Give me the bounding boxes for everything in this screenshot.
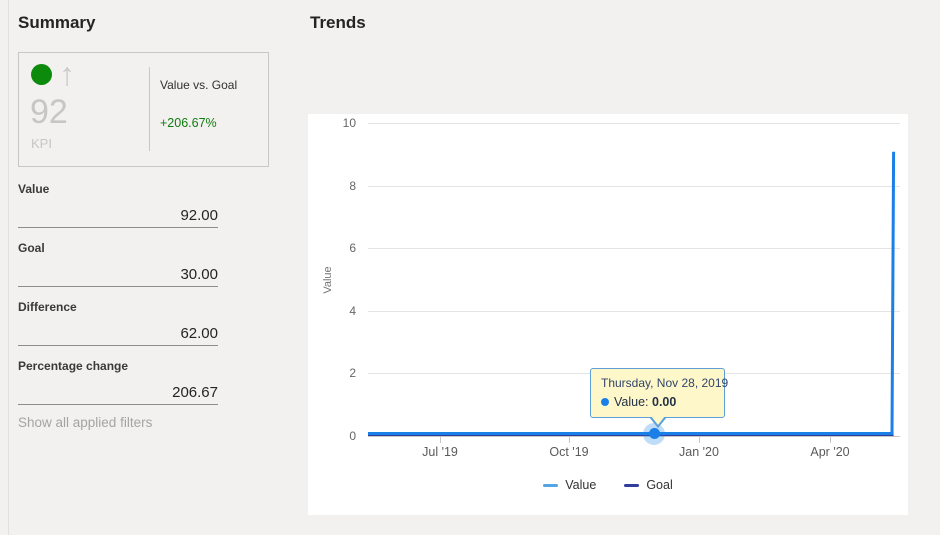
x-tick-label: Jan '20 — [679, 445, 719, 459]
legend-swatch-goal — [624, 483, 640, 487]
trends-title: Trends — [310, 13, 366, 32]
x-axis-line — [368, 436, 900, 437]
kpi-label: KPI — [31, 136, 52, 151]
field-label: Goal — [18, 241, 45, 255]
field-label: Value — [18, 182, 50, 196]
x-axis-tick — [440, 437, 441, 443]
tooltip-date: Thursday, Nov 28, 2019 — [601, 376, 729, 390]
field-label: Percentage change — [18, 359, 129, 373]
legend-item-goal[interactable]: Goal — [624, 478, 673, 492]
x-tick-label: Oct '19 — [549, 445, 589, 459]
field-goal: Goal 30.00 — [18, 241, 218, 287]
y-tick-label: 10 — [342, 116, 356, 130]
gridline — [368, 248, 900, 249]
gridline — [368, 123, 900, 124]
tooltip-series-dot-icon — [601, 398, 609, 406]
legend-label: Goal — [646, 478, 673, 492]
plot-area: Value Thursday, Nov 28, 2019 Value: 0.00… — [322, 116, 900, 459]
series-lines — [368, 151, 896, 436]
x-tick-label: Jul '19 — [422, 445, 458, 459]
x-tick-label: Apr '20 — [810, 445, 850, 459]
tooltip-series-label: Value: — [614, 395, 649, 409]
field-value-text: 62.00 — [180, 325, 218, 342]
x-axis-tick — [699, 437, 700, 443]
tooltip-value: 0.00 — [652, 395, 677, 409]
field-value-text: 206.67 — [172, 384, 218, 401]
kpi-comparison-label: Value vs. Goal — [160, 78, 238, 92]
panel-left-border — [8, 0, 9, 535]
gridline — [368, 186, 900, 187]
tooltip-pointer — [651, 416, 665, 425]
y-tick-label: 2 — [349, 366, 356, 380]
y-tick-label: 8 — [349, 179, 356, 193]
kpi-status-circle-icon — [31, 64, 52, 85]
field-label: Difference — [18, 300, 77, 314]
x-axis-tick — [830, 437, 831, 443]
show-all-applied-filters-link[interactable]: Show all applied filters — [18, 415, 153, 430]
field-difference: Difference 62.00 — [18, 300, 218, 346]
field-value-text: 92.00 — [180, 207, 218, 224]
legend-swatch-value — [543, 483, 559, 487]
field-percentage-change: Percentage change 206.67 — [18, 359, 218, 405]
field-value: Value 92.00 — [18, 182, 218, 228]
x-axis-tick — [569, 437, 570, 443]
chart-legend: Value Goal — [308, 478, 908, 492]
kpi-value: 92 — [30, 93, 68, 131]
trends-chart-panel: Value Thursday, Nov 28, 2019 Value: 0.00… — [308, 114, 908, 515]
data-point-marker[interactable] — [648, 428, 660, 439]
y-tick-label: 4 — [349, 304, 356, 318]
y-tick-label: 6 — [349, 241, 356, 255]
kpi-card: ↑ 92 KPI Value vs. Goal +206.67% — [18, 52, 269, 167]
kpi-comparison-value: +206.67% — [160, 116, 217, 130]
kpi-trend-up-arrow-icon: ↑ — [59, 56, 75, 92]
gridline — [368, 311, 900, 312]
legend-label: Value — [565, 478, 597, 492]
field-value-text: 30.00 — [180, 266, 218, 283]
legend-item-value[interactable]: Value — [543, 478, 596, 492]
series-line-value — [368, 151, 896, 435]
summary-title: Summary — [18, 13, 96, 32]
y-axis-title: Value — [322, 265, 334, 294]
tooltip-value-row: Value: 0.00 — [601, 394, 714, 410]
chart-tooltip: Thursday, Nov 28, 2019 Value: 0.00 — [590, 368, 729, 418]
y-tick-label: 0 — [349, 429, 356, 443]
kpi-card-divider — [149, 67, 150, 151]
